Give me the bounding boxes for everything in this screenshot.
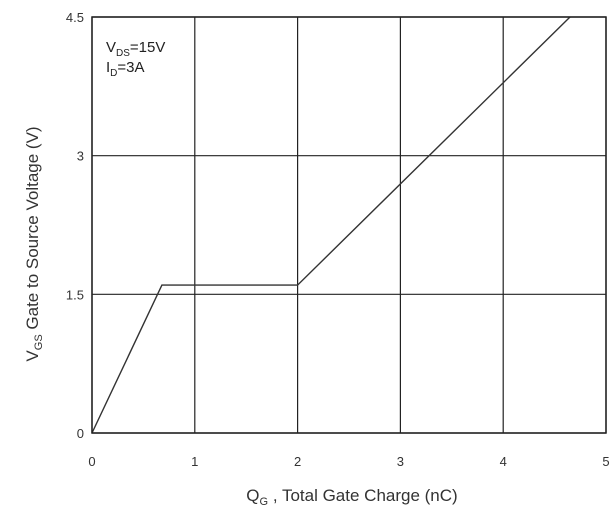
x-tick-label: 5	[602, 454, 609, 469]
x-tick-label: 3	[397, 454, 404, 469]
x-tick-label: 4	[500, 454, 507, 469]
y-tick-labels: 0 1.5 3 4.5	[66, 10, 84, 441]
x-tick-labels: 0 1 2 3 4 5	[88, 454, 609, 469]
y-axis-label: VGS Gate to Source Voltage (V)	[23, 126, 45, 361]
y-tick-label: 4.5	[66, 10, 84, 25]
series-line	[91, 16, 571, 434]
x-tick-label: 2	[294, 454, 301, 469]
annotation-vds: VDS=15V	[106, 39, 165, 59]
y-tick-label: 1.5	[66, 287, 84, 302]
annotation-id: ID=3A	[106, 59, 145, 79]
x-axis-label: QG , Total Gate Charge (nC)	[246, 486, 457, 508]
y-tick-label: 0	[77, 426, 84, 441]
y-tick-label: 3	[77, 149, 84, 164]
plot-frame	[91, 16, 607, 434]
grid	[91, 16, 607, 434]
x-tick-label: 1	[191, 454, 198, 469]
series	[91, 16, 571, 434]
x-tick-label: 0	[88, 454, 95, 469]
